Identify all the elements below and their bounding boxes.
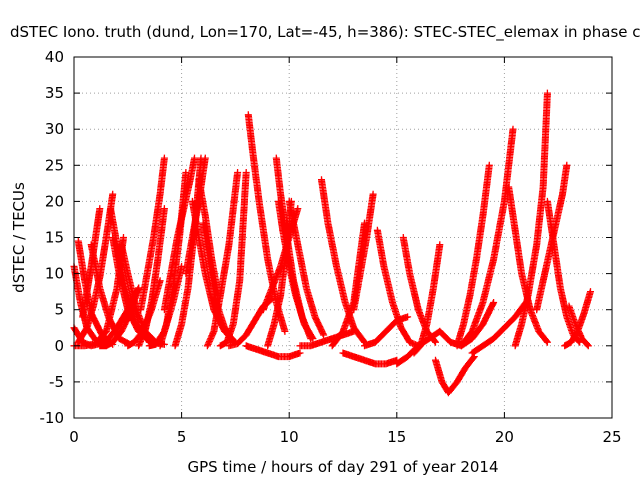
series-pass-36 — [350, 190, 377, 314]
y-tick-label: 0 — [54, 337, 64, 355]
series-pass-51 — [543, 197, 584, 346]
x-axis-label: GPS time / hours of day 291 of year 2014 — [188, 458, 499, 476]
chart-title: dSTEC Iono. truth (dund, Lon=170, Lat=-4… — [10, 23, 640, 42]
x-tick-label: 10 — [280, 428, 299, 446]
series-pass-14 — [137, 154, 168, 314]
data-point-markers — [457, 125, 517, 350]
data-point-markers — [432, 353, 478, 397]
y-tick-label: -5 — [49, 373, 64, 391]
data-point-markers — [137, 154, 168, 314]
y-tick-label: 35 — [45, 84, 64, 102]
y-tick-label: -10 — [40, 409, 65, 427]
data-point-markers — [203, 169, 242, 350]
data-point-markers — [453, 161, 493, 350]
series-pass-49 — [511, 89, 551, 350]
data-point-markers — [216, 169, 250, 350]
data-point-markers — [361, 313, 412, 350]
series-pass-11 — [117, 241, 160, 346]
series-pass-27 — [242, 342, 304, 361]
x-tick-label: 25 — [602, 428, 621, 446]
series-pass-24 — [216, 169, 250, 350]
y-axis-label: dSTEC / TECUs — [10, 182, 28, 293]
y-tick-label: 5 — [54, 301, 64, 319]
series-pass-45 — [453, 161, 493, 350]
series-pass-17 — [160, 154, 198, 314]
data-point-markers — [135, 205, 168, 350]
data-point-markers — [117, 241, 160, 346]
grid — [74, 57, 612, 418]
x-tick-label: 0 — [69, 428, 79, 446]
series-pass-38 — [373, 226, 422, 350]
x-tick-label: 15 — [387, 428, 406, 446]
series-pass-42 — [393, 327, 444, 368]
data-point-markers — [350, 190, 377, 314]
series-pass-53 — [565, 302, 592, 350]
data-point-markers — [242, 342, 304, 361]
y-tick-label: 40 — [45, 48, 64, 66]
series-pass-32 — [259, 205, 302, 314]
x-tick-label: 5 — [177, 428, 187, 446]
data-point-markers — [543, 197, 584, 346]
series-pass-46 — [457, 125, 517, 350]
y-tick-label: 20 — [45, 192, 64, 210]
y-tick-label: 15 — [45, 229, 64, 247]
y-tick-label: 25 — [45, 156, 64, 174]
series-pass-47 — [468, 299, 530, 357]
data-markers — [70, 89, 594, 397]
y-tick-label: 30 — [45, 120, 64, 138]
data-point-markers — [373, 226, 422, 350]
data-point-markers — [259, 205, 302, 314]
series-pass-39 — [399, 234, 439, 346]
data-point-markers — [393, 327, 444, 368]
series-pass-23 — [182, 154, 209, 278]
data-point-markers — [565, 302, 592, 350]
y-tick-label: 10 — [45, 265, 64, 283]
x-tick-label: 20 — [495, 428, 514, 446]
series-pass-40 — [361, 313, 412, 350]
data-point-markers — [399, 234, 439, 346]
data-point-markers — [339, 349, 401, 368]
series-pass-43 — [432, 353, 478, 397]
data-point-markers — [182, 154, 209, 278]
series-pass-37 — [339, 349, 401, 368]
data-point-markers — [160, 154, 198, 314]
data-point-markers — [468, 299, 530, 357]
axis-ticks: 0 5 10 15 20 25 -10 -5 0 5 10 15 20 25 30 35 40 — [40, 48, 622, 446]
series-pass-22 — [203, 169, 242, 350]
data-point-markers — [79, 205, 104, 321]
series-pass-13 — [135, 205, 168, 350]
data-point-markers — [511, 89, 551, 350]
series-pass-7 — [79, 205, 104, 321]
